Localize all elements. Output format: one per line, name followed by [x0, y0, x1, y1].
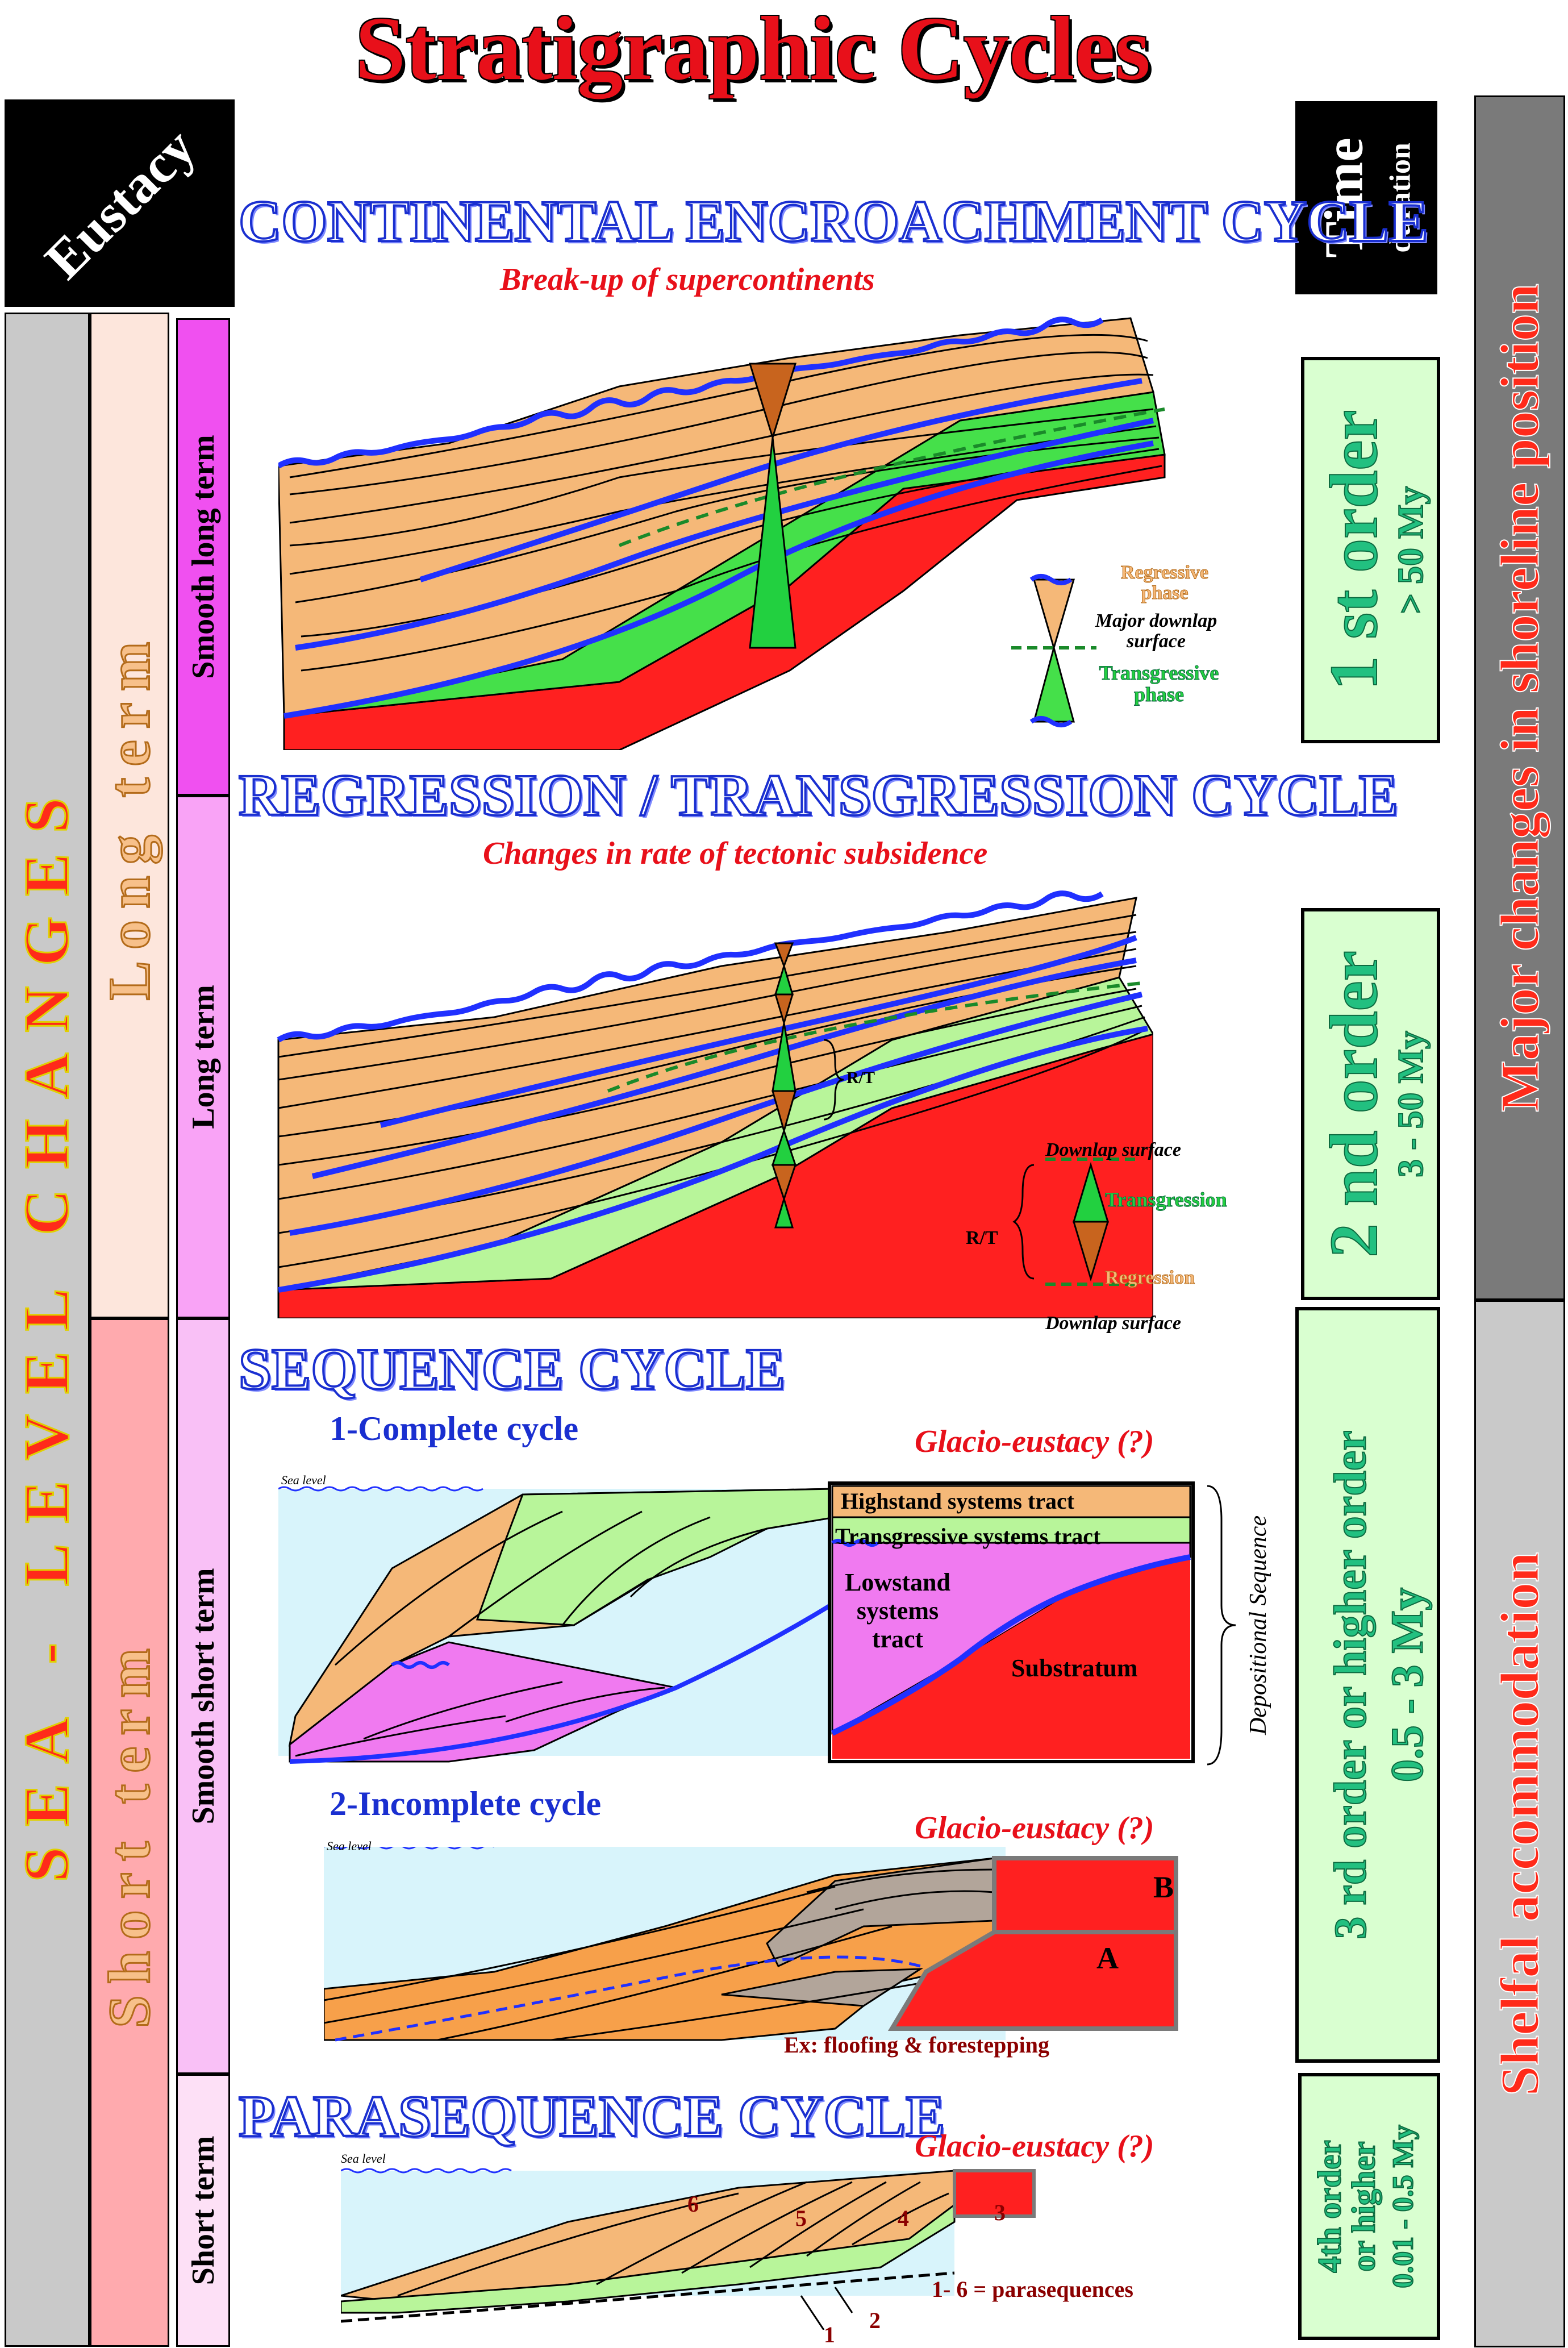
legend-regressive-label: Regressive phase	[1120, 562, 1209, 603]
smooth-short-term-label: Smooth short term	[185, 1568, 221, 1825]
order-1-label: 1 st order	[1315, 409, 1392, 690]
regressive-body	[278, 317, 1154, 717]
eustacy-header: Eustacy	[5, 99, 235, 307]
sequence-title: SEQUENCE CYCLE	[237, 1335, 786, 1403]
example-label: Ex: floofing & forestepping	[784, 2032, 1050, 2058]
legend-downlap-label: Major downlap surface	[1095, 610, 1217, 652]
short-term-small-column: Short term	[176, 2074, 230, 2347]
transgressive-label: Transgressive systems tract	[835, 1523, 1101, 1549]
legend-regression-label: Regression	[1104, 1267, 1195, 1289]
long-term-small-column: Long term	[176, 796, 230, 1318]
legend-rt-label: R/T	[966, 1227, 998, 1248]
glacio-eustacy-2: Glacio-eustacy (?)	[915, 1810, 1154, 1846]
order-2-range: 3 - 50 My	[1390, 1030, 1431, 1178]
parasequence-diagram	[341, 2168, 1036, 2330]
label-a: A	[1096, 1941, 1119, 1975]
page-title: Stratigraphic Cycles	[355, 0, 1150, 99]
highstand-tract	[831, 1485, 1191, 1518]
legend-downlap-top: Downlap surface	[1045, 1139, 1181, 1160]
order-box-4: 4th order or higher 0.01 - 0.5 My	[1298, 2073, 1440, 2340]
long-term-small-label: Long term	[185, 985, 221, 1129]
major-changes-column: Major changes in shoreline position	[1474, 95, 1565, 1300]
eustacy-label: Eustacy	[32, 116, 207, 290]
lowstand-label: Lowstand systems tract	[845, 1568, 950, 1653]
para-num-4: 4	[898, 2205, 909, 2231]
smooth-long-term-column: Smooth long term	[176, 318, 230, 796]
glacio-eustacy-1: Glacio-eustacy (?)	[915, 1424, 1154, 1459]
sea-level-label-1: Sea level	[281, 1473, 326, 1487]
smooth-short-term-column: Smooth short term	[176, 1318, 230, 2074]
label-b: B	[1153, 1870, 1174, 1904]
complete-cycle-diagram	[278, 1481, 1195, 1764]
legend-regressive-triangle	[1033, 578, 1075, 651]
time-duration-header: Time duration	[1295, 101, 1437, 294]
regression-subtitle: Changes in rate of tectonic subsidence	[483, 836, 988, 871]
sea-level-changes-label: SEA - LEVEL CHANGES	[11, 776, 83, 1883]
order-4-line2: or higher	[1345, 2141, 1383, 2272]
para-num-1: 1	[824, 2322, 835, 2347]
order-2-label: 2 nd order	[1315, 950, 1392, 1258]
sea-level-label-2: Sea level	[327, 1839, 372, 1853]
short-term-column: Short term	[90, 1318, 169, 2347]
block-b	[992, 1856, 1178, 1934]
legend-transgressive-triangle	[1033, 644, 1075, 723]
legend-regression-diamond	[1072, 1221, 1110, 1282]
short-term-label: Short term	[96, 1636, 163, 2029]
para-num-5: 5	[795, 2205, 807, 2231]
legend-transgression-label: Transgression	[1105, 1188, 1228, 1212]
shelfal-column: Shelfal accommodation	[1474, 1300, 1565, 2347]
parasequence-note: 1- 6 = parasequences	[932, 2276, 1133, 2302]
central-transgressive-triangle	[749, 437, 796, 649]
complete-cycle-label: 1-Complete cycle	[330, 1410, 579, 1447]
major-changes-label: Major changes in shoreline position	[1489, 283, 1551, 1113]
incomplete-cycle-diagram	[324, 1847, 1178, 2042]
legend-transgressive-label: Transgressive phase	[1099, 661, 1219, 706]
transgressive-tract	[831, 1516, 1191, 1544]
order-box-2: 2 nd order 3 - 50 My	[1301, 908, 1440, 1300]
central-regressive-triangle	[748, 363, 797, 441]
para-num-3: 3	[994, 2200, 1006, 2225]
short-term-small-label: Short term	[185, 2135, 221, 2285]
continental-title: CONTINENTAL ENCROACHMENT CYCLE	[237, 188, 1429, 255]
order-box-1: 1 st order > 50 My	[1301, 357, 1440, 743]
long-term-label: Long term	[96, 630, 163, 1001]
substratum-label: Substratum	[1011, 1654, 1138, 1682]
smooth-long-term-label: Smooth long term	[185, 435, 221, 679]
rt-inline-label: R/T	[846, 1068, 875, 1087]
shelfal-label: Shelfal accommodation	[1489, 1551, 1551, 2096]
order-1-range: > 50 My	[1390, 486, 1431, 615]
legend-downlap-bottom: Downlap surface	[1045, 1313, 1181, 1334]
regression-diagram	[277, 890, 1153, 1318]
sea-level-column: SEA - LEVEL CHANGES	[5, 313, 90, 2347]
order-4-range: 0.01 - 0.5 My	[1387, 2124, 1420, 2288]
para-num-2: 2	[869, 2308, 881, 2333]
glacio-eustacy-3: Glacio-eustacy (?)	[915, 2129, 1154, 2164]
order-4-line1: 4th order	[1311, 2139, 1349, 2274]
long-term-column: Long term	[90, 313, 169, 1318]
order-3-label: 3 rd order or higher order	[1325, 1430, 1376, 1939]
highstand-label: Highstand systems tract	[841, 1488, 1075, 1514]
parasequence-block	[953, 2169, 1036, 2218]
continental-diagram	[278, 317, 1166, 750]
substratum-box	[832, 1557, 1190, 1759]
parasequence-title: PARASEQUENCE CYCLE	[237, 2083, 946, 2150]
regression-title: REGRESSION / TRANSGRESSION CYCLE	[237, 761, 1399, 829]
sea-level-label-3: Sea level	[341, 2151, 386, 2166]
continental-subtitle: Break-up of supercontinents	[500, 262, 875, 297]
parasequence-green	[341, 2203, 956, 2314]
para-num-6: 6	[687, 2191, 699, 2217]
incomplete-cycle-label: 2-Incomplete cycle	[330, 1785, 602, 1822]
gray-wedge-lower	[721, 1968, 924, 2007]
order-box-3: 3 rd order or higher order 0.5 - 3 My	[1295, 1307, 1440, 2063]
depositional-brace	[1207, 1485, 1236, 1766]
depositional-label: Depositional Sequence	[1245, 1515, 1271, 1735]
order-3-range: 0.5 - 3 My	[1382, 1587, 1433, 1783]
